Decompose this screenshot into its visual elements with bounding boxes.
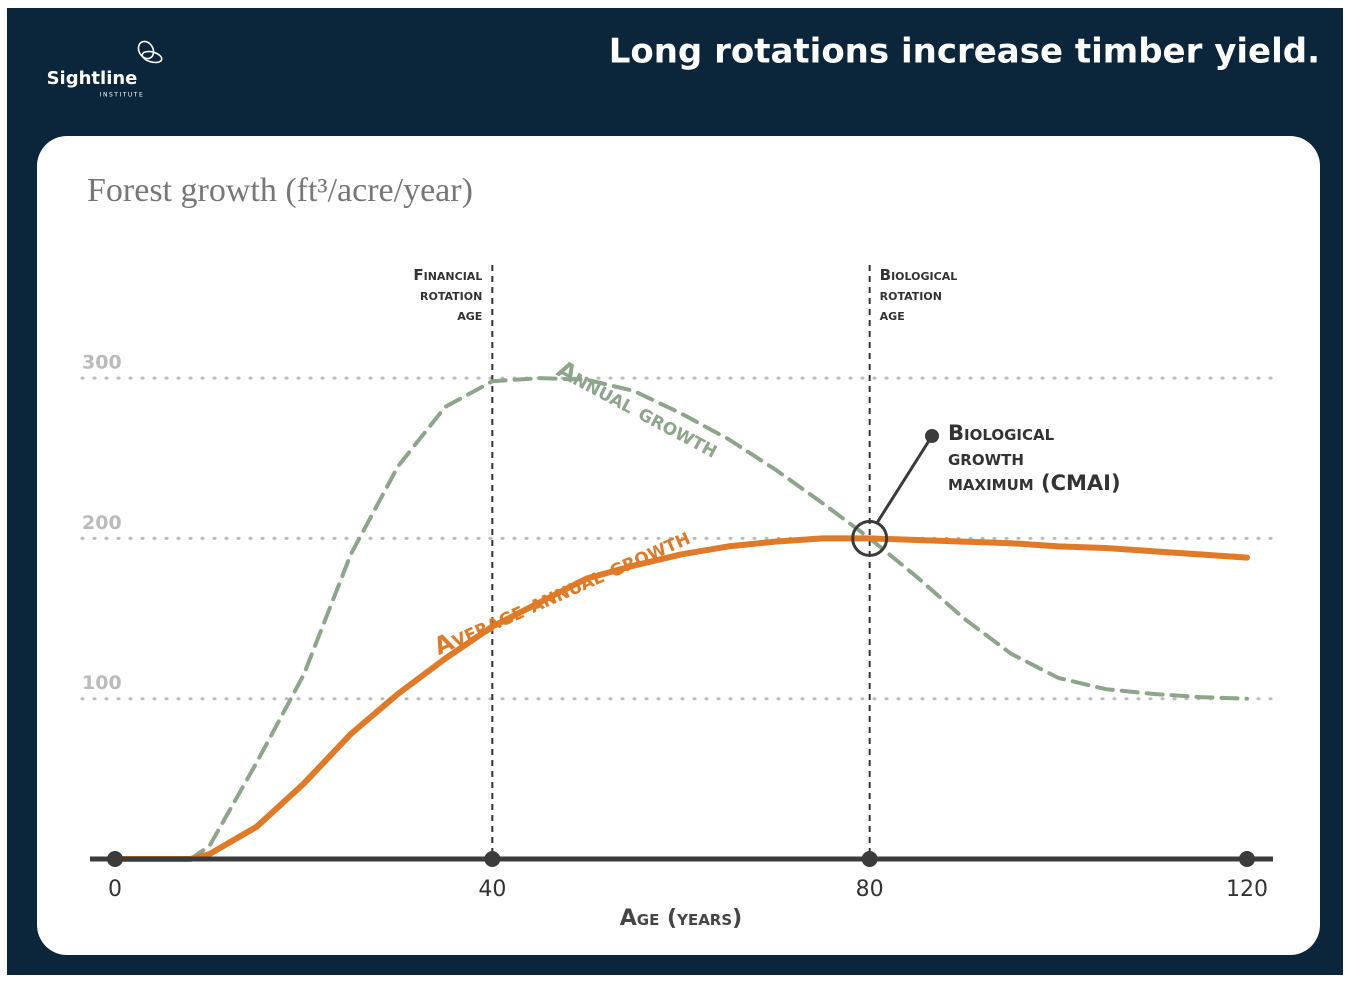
brand-name: Sightline (47, 68, 138, 89)
marker-dot (925, 429, 939, 443)
reference-label-line: Biological (880, 266, 958, 284)
y-tick-label: 100 (82, 672, 122, 694)
reference-label-line: age (457, 306, 482, 324)
x-tick (861, 851, 878, 867)
reference-label-line: age (880, 306, 905, 324)
x-tick (484, 851, 501, 867)
y-tick-label: 300 (82, 352, 122, 374)
reference-label-line: Financial (413, 266, 482, 284)
x-tick-label: 0 (108, 877, 122, 902)
marker-label: Biological growth maximum (CMAI) (948, 421, 1121, 495)
marker (851, 519, 889, 557)
chart-title: Forest growth (ft³/acre/year) (87, 172, 473, 209)
y-tick-label: 200 (82, 512, 122, 534)
header-title: Long rotations increase timber yield. (609, 32, 1320, 72)
reference-label: Financial rotation age (413, 266, 482, 324)
x-tick-label: 40 (478, 877, 506, 902)
brand-sub: INSTITUTE (100, 92, 145, 99)
marker-label-line: growth (948, 446, 1024, 470)
reference-label-line: rotation (420, 286, 482, 304)
reference-label-line: rotation (880, 286, 942, 304)
logo (137, 40, 163, 64)
marker-label-line: maximum (CMAI) (948, 471, 1121, 495)
card (37, 136, 1320, 955)
x-tick (1239, 851, 1255, 867)
x-tick-label: 80 (856, 877, 884, 902)
series-line (113, 376, 1249, 861)
series-line (112, 535, 1250, 862)
x-tick-label: 120 (1226, 877, 1268, 902)
marker-label-line: Biological (948, 421, 1055, 445)
x-tick (107, 851, 123, 867)
reference-label: Biological rotation age (880, 266, 958, 324)
marker-leader (875, 435, 934, 525)
x-axis-label: Age (years) (620, 906, 742, 931)
